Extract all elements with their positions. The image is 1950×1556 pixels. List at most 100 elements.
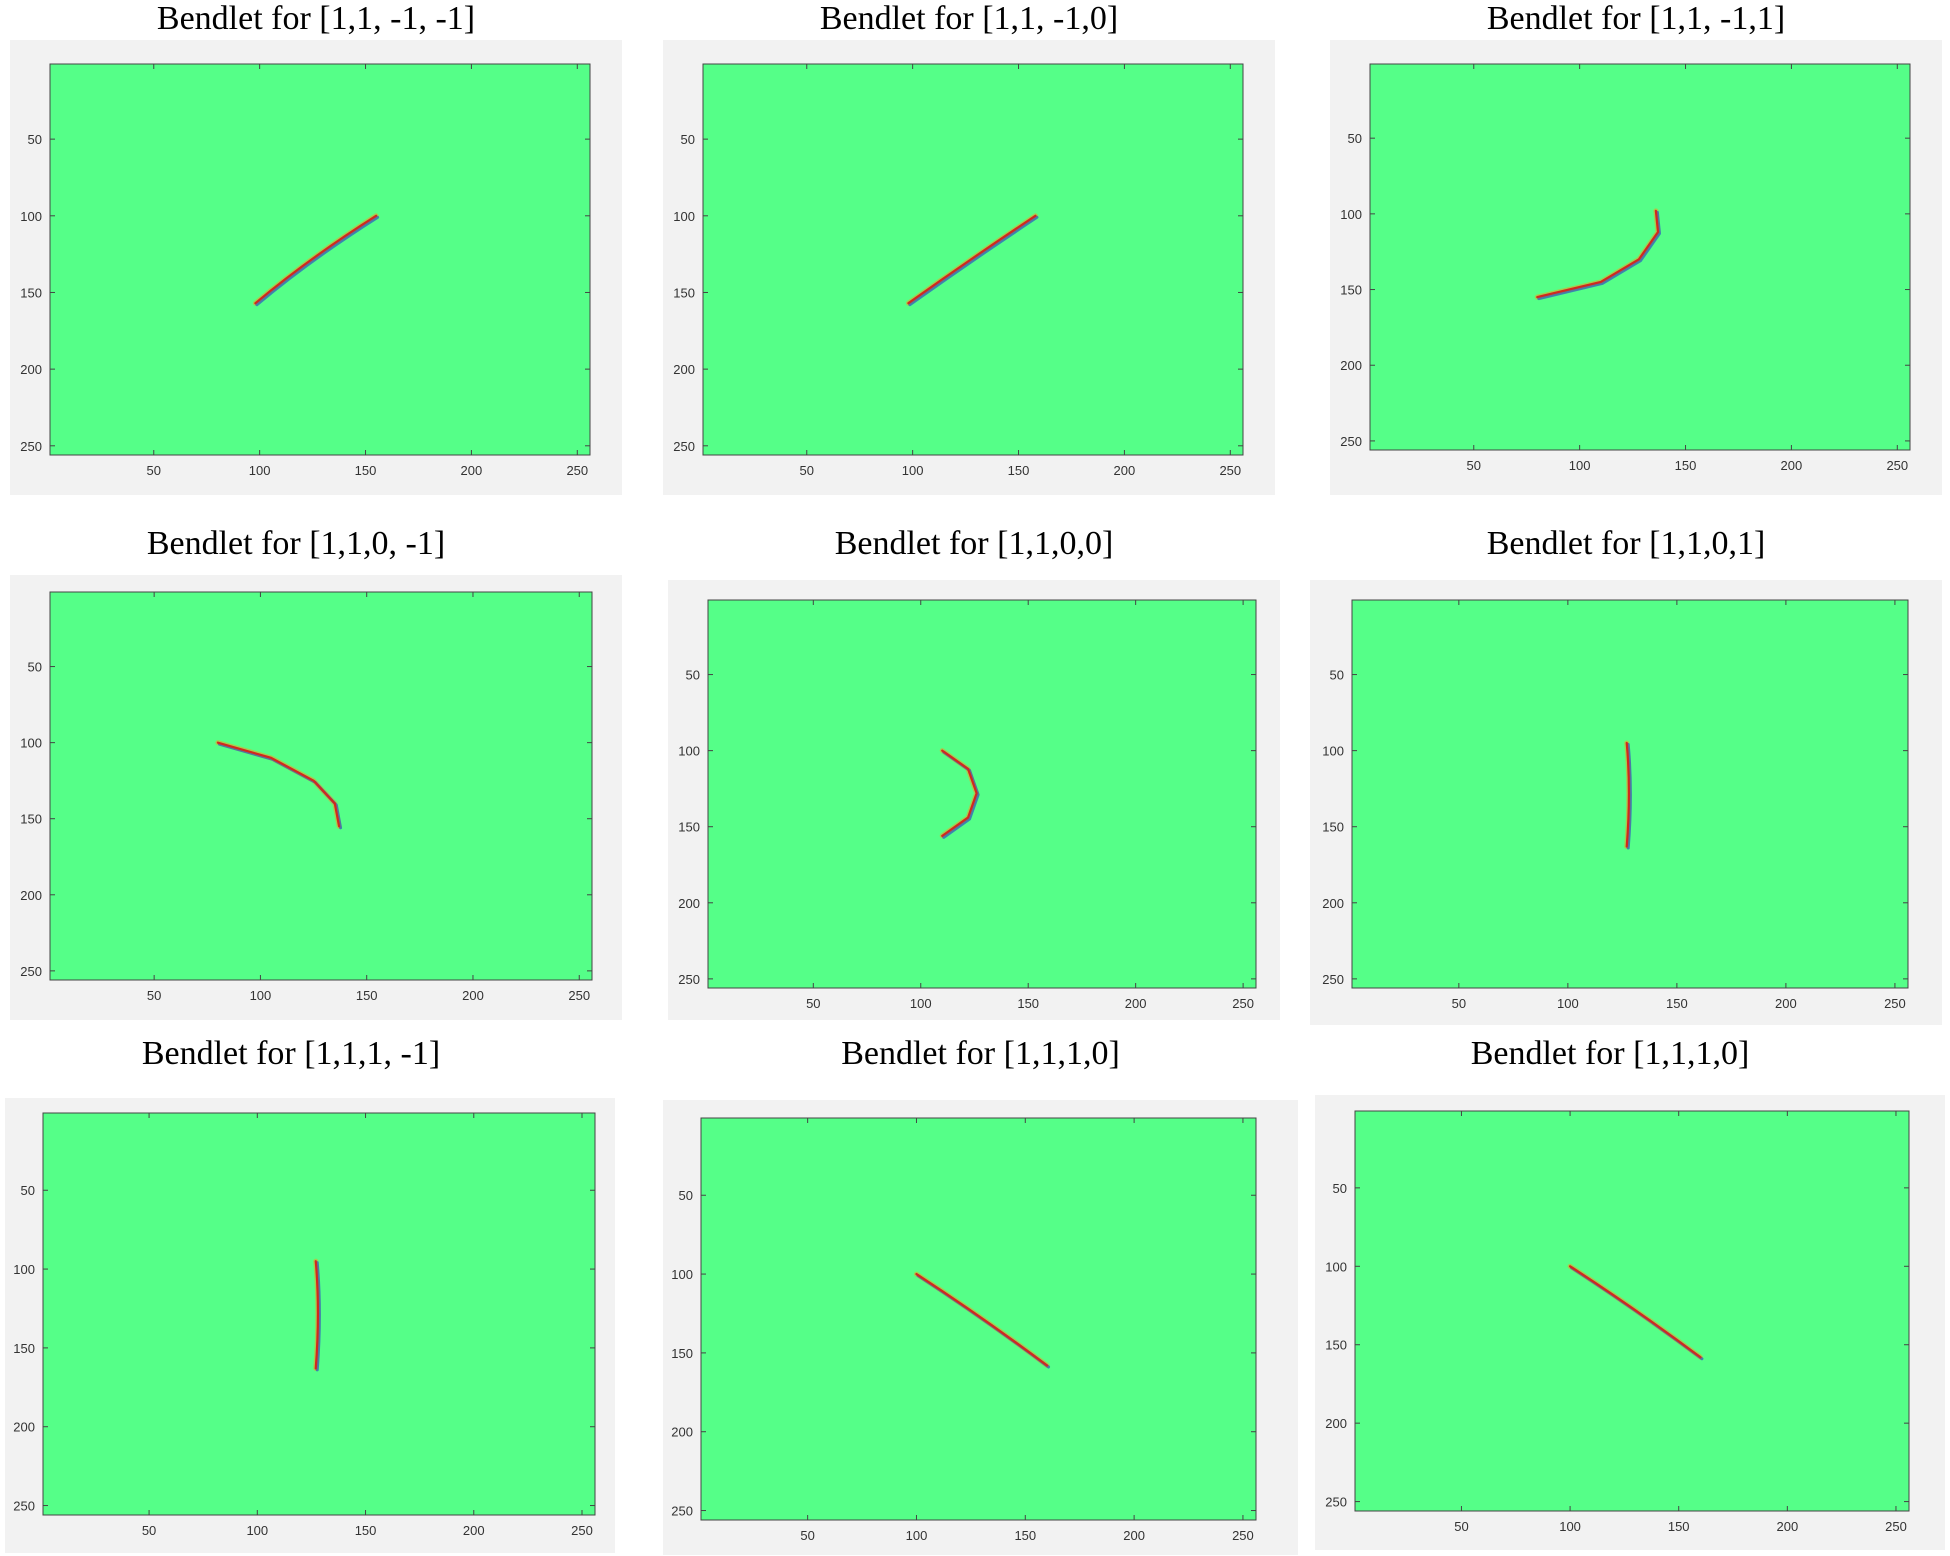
y-tick-label: 150 — [20, 812, 42, 827]
x-tick-label: 150 — [355, 1523, 377, 1538]
x-tick-label: 250 — [1885, 1519, 1907, 1534]
y-tick-label: 250 — [1325, 1495, 1347, 1510]
x-tick-label: 50 — [1452, 996, 1466, 1011]
panel-title: Bendlet for [1,1, -1,0] — [819, 0, 1119, 37]
y-tick-label: 250 — [1340, 434, 1362, 449]
bendlet-curve-edge — [255, 215, 380, 307]
y-tick-label: 250 — [671, 1504, 693, 1519]
y-tick-label: 150 — [13, 1341, 35, 1356]
y-tick-label: 150 — [673, 285, 695, 300]
plot-frame: 50 100 150 200 250 50 100 150 200 250 — [1330, 40, 1942, 495]
x-tick-label: 100 — [246, 1523, 268, 1538]
bendlet-plot: 50 100 150 200 250 50 100 150 200 250 — [13, 1112, 596, 1538]
x-tick-label: 100 — [906, 1528, 928, 1543]
x-tick-label: 250 — [1886, 458, 1908, 473]
bendlet-plot: 50 100 150 200 250 50 100 150 200 250 — [1325, 1110, 1910, 1534]
y-tick-label: 50 — [1348, 131, 1362, 146]
x-tick-label: 100 — [1559, 1519, 1581, 1534]
bendlet-plot: 50 100 150 200 250 50 100 150 200 250 — [20, 591, 593, 1003]
x-tick-label: 100 — [250, 988, 272, 1003]
x-tick-label: 250 — [566, 463, 588, 478]
x-tick-label: 150 — [355, 463, 377, 478]
y-tick-label: 50 — [681, 132, 695, 147]
y-tick-label: 200 — [20, 362, 42, 377]
bendlet-curve — [1568, 1265, 1702, 1359]
x-tick-label: 100 — [249, 463, 271, 478]
bendlet-plot: 50 100 150 200 250 50 100 150 200 250 — [671, 1117, 1257, 1543]
x-tick-label: 100 — [902, 463, 924, 478]
plot-area — [707, 599, 1257, 989]
plot-area — [1354, 1110, 1910, 1512]
bendlet-curve-edge — [1626, 743, 1632, 850]
x-tick-label: 50 — [147, 463, 161, 478]
panel-title: Bendlet for [1,1,0,0] — [834, 525, 1114, 562]
y-tick-label: 250 — [13, 1499, 35, 1514]
y-tick-label: 100 — [20, 209, 42, 224]
panel-title: Bendlet for [1,1,1,0] — [841, 1035, 1120, 1072]
y-tick-label: 150 — [1325, 1338, 1347, 1353]
x-tick-label: 200 — [461, 463, 483, 478]
x-tick-label: 50 — [800, 463, 814, 478]
y-tick-label: 50 — [1333, 1181, 1347, 1196]
panel-title: Bendlet for [1,1,0,1] — [1486, 525, 1766, 562]
plot-frame: 50 100 150 200 250 50 100 150 200 250 — [663, 1100, 1298, 1555]
x-tick-label: 50 — [142, 1523, 156, 1538]
x-tick-label: 50 — [147, 988, 161, 1003]
plot-frame: 50 100 150 200 250 50 100 150 200 250 — [1310, 580, 1942, 1025]
x-tick-label: 250 — [571, 1523, 593, 1538]
x-tick-label: 200 — [1123, 1528, 1145, 1543]
y-tick-label: 200 — [671, 1425, 693, 1440]
y-tick-label: 50 — [28, 660, 42, 675]
y-tick-label: 200 — [1322, 896, 1344, 911]
y-tick-label: 150 — [1322, 820, 1344, 835]
y-tick-label: 200 — [20, 888, 42, 903]
x-tick-label: 250 — [1232, 1528, 1254, 1543]
bendlet-curve-edge — [908, 215, 1039, 307]
y-tick-label: 100 — [1325, 1259, 1347, 1274]
x-tick-label: 200 — [1776, 1519, 1798, 1534]
bendlet-curve — [907, 214, 1037, 305]
y-tick-label: 250 — [20, 439, 42, 454]
y-tick-label: 150 — [20, 285, 42, 300]
bendlet-curve — [254, 214, 378, 305]
y-tick-label: 100 — [673, 209, 695, 224]
y-tick-label: 200 — [1325, 1416, 1347, 1431]
x-tick-label: 250 — [1232, 996, 1254, 1011]
plot-frame: 50 100 150 200 250 50 100 150 200 250 — [668, 580, 1280, 1020]
x-tick-label: 100 — [1569, 458, 1591, 473]
y-tick-label: 100 — [1340, 207, 1362, 222]
y-tick-label: 250 — [1322, 972, 1344, 987]
x-tick-label: 150 — [356, 988, 378, 1003]
y-tick-label: 200 — [13, 1420, 35, 1435]
plot-area — [700, 1117, 1257, 1521]
panel-title: Bendlet for [1,1,1,0] — [1470, 1035, 1750, 1072]
bendlet-curve — [314, 1260, 319, 1370]
y-tick-label: 100 — [20, 736, 42, 751]
bendlet-plot: 50 100 150 200 250 50 100 150 200 250 — [20, 63, 591, 478]
bendlet-plot: 50 100 150 200 250 50 100 150 200 250 — [1340, 63, 1911, 473]
y-tick-label: 150 — [678, 820, 700, 835]
y-tick-label: 250 — [678, 972, 700, 987]
y-tick-label: 200 — [1340, 358, 1362, 373]
x-tick-label: 100 — [1557, 996, 1579, 1011]
x-tick-label: 200 — [462, 988, 484, 1003]
y-tick-label: 50 — [679, 1188, 693, 1203]
y-tick-label: 50 — [686, 668, 700, 683]
x-tick-label: 250 — [1219, 463, 1241, 478]
x-tick-label: 150 — [1675, 458, 1697, 473]
y-tick-label: 200 — [673, 362, 695, 377]
y-tick-label: 50 — [28, 132, 42, 147]
plot-frame: 50 100 150 200 250 50 100 150 200 250 — [5, 1098, 615, 1553]
bendlet-plot: 50 100 150 200 250 50 100 150 200 250 — [1322, 599, 1909, 1011]
x-tick-label: 150 — [1017, 996, 1039, 1011]
y-tick-label: 50 — [21, 1183, 35, 1198]
plot-frame: 50 100 150 200 250 50 100 150 200 250 — [10, 40, 622, 495]
x-tick-label: 150 — [1014, 1528, 1036, 1543]
x-tick-label: 200 — [1125, 996, 1147, 1011]
y-tick-label: 250 — [673, 439, 695, 454]
x-tick-label: 200 — [463, 1523, 485, 1538]
y-tick-label: 100 — [678, 744, 700, 759]
x-tick-label: 50 — [806, 996, 820, 1011]
x-tick-label: 150 — [1008, 463, 1030, 478]
x-tick-label: 200 — [1775, 996, 1797, 1011]
